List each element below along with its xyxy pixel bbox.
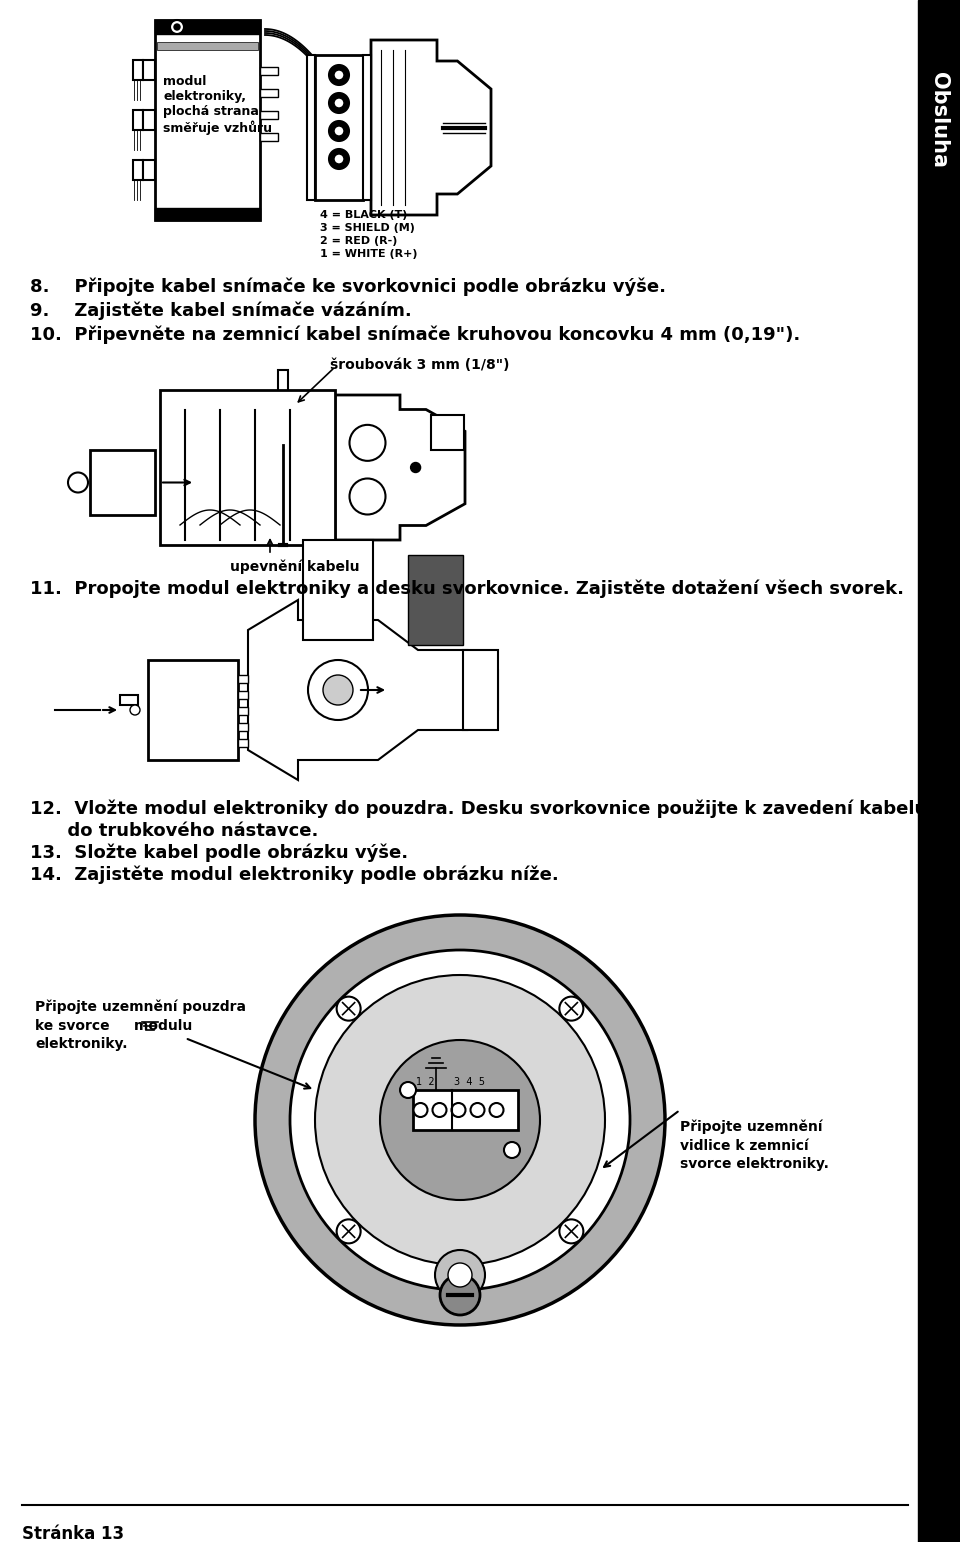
Circle shape [329,150,349,170]
Bar [303,540,373,640]
Circle shape [329,120,349,140]
Text: 9.    Zajistěte kabel snímače vázáním.: 9. Zajistěte kabel snímače vázáním. [30,302,412,321]
Circle shape [400,1082,416,1098]
Circle shape [414,1103,427,1116]
Circle shape [334,99,344,108]
Circle shape [560,1220,584,1243]
Circle shape [337,1220,361,1243]
Bar [260,66,278,76]
Text: 2 = RED (R-): 2 = RED (R-) [320,236,397,247]
Text: 3 = SHIELD (M): 3 = SHIELD (M) [320,224,415,233]
Circle shape [170,20,184,34]
Bar [238,691,248,699]
Bar [160,390,335,544]
Circle shape [290,950,630,1291]
Text: 3  4  5: 3 4 5 [454,1076,486,1087]
Bar [307,56,315,200]
Circle shape [334,126,344,136]
Bar [238,675,248,683]
Circle shape [349,426,386,461]
Circle shape [448,1263,472,1288]
Bar [238,706,248,715]
Circle shape [411,463,420,472]
Bar [260,89,278,97]
Circle shape [334,154,344,163]
Circle shape [329,65,349,85]
Text: modul
elektroniky,
plochá strana
směřuje vzhůru: modul elektroniky, plochá strana směřuje… [163,76,272,134]
Circle shape [451,1103,466,1116]
Bar [238,739,248,746]
Circle shape [440,1275,480,1315]
Text: 8.    Připojte kabel snímače ke svorkovnici podle obrázku výše.: 8. Připojte kabel snímače ke svorkovnici… [30,278,666,296]
Bar [918,0,960,1542]
Circle shape [323,675,353,705]
Text: 14.  Zajistěte modul elektroniky podle obrázku níže.: 14. Zajistěte modul elektroniky podle ob… [30,867,559,885]
Circle shape [308,660,368,720]
Circle shape [174,25,180,29]
Bar [431,415,464,450]
Text: šroubovák 3 mm (1/8"): šroubovák 3 mm (1/8") [330,358,510,372]
Text: 13.  Složte kabel podle obrázku výše.: 13. Složte kabel podle obrázku výše. [30,843,408,862]
Text: 12.  Vložte modul elektroniky do pouzdra. Desku svorkovnice použijte k zavedení : 12. Vložte modul elektroniky do pouzdra.… [30,800,927,819]
Bar [143,160,155,180]
Bar [413,1090,517,1130]
Bar [408,555,463,645]
Circle shape [349,478,386,515]
Polygon shape [248,600,498,780]
Bar [315,56,363,200]
Circle shape [315,975,605,1264]
Text: Stránka 13: Stránka 13 [22,1525,124,1542]
Bar [155,208,260,221]
Polygon shape [463,651,498,729]
Circle shape [380,1039,540,1200]
Text: Připojte uzemnění
vidlice k zemnicí
svorce elektroniky.: Připojte uzemnění vidlice k zemnicí svor… [680,1119,828,1172]
Circle shape [435,1251,485,1300]
Circle shape [130,705,140,715]
Bar [363,56,371,200]
Bar [157,42,258,49]
Bar [133,160,143,180]
Bar [120,695,138,705]
Bar [148,660,238,760]
Bar [133,109,143,130]
Bar [143,60,155,80]
Bar [260,133,278,140]
Text: upevnění kabelu: upevnění kabelu [230,560,359,575]
Circle shape [337,996,361,1021]
Circle shape [255,914,665,1325]
Bar [133,60,143,80]
Bar [238,723,248,731]
Text: Připojte uzemnění pouzdra
ke svorce     modulu
elektroniky.: Připojte uzemnění pouzdra ke svorce modu… [35,1001,246,1052]
Text: 1 = WHITE (R+): 1 = WHITE (R+) [320,248,418,259]
Bar [90,450,155,515]
Circle shape [68,472,88,492]
Text: do trubkového nástavce.: do trubkového nástavce. [30,822,319,840]
Circle shape [560,996,584,1021]
Text: 4 = BLACK (T): 4 = BLACK (T) [320,210,407,221]
Bar [155,20,260,34]
Circle shape [433,1103,446,1116]
Text: 10.  Připevněte na zemnicí kabel snímače kruhovou koncovku 4 mm (0,19").: 10. Připevněte na zemnicí kabel snímače … [30,325,801,344]
Polygon shape [371,40,491,214]
Bar [260,111,278,119]
Circle shape [470,1103,485,1116]
Bar [278,370,288,446]
Circle shape [490,1103,503,1116]
Circle shape [334,69,344,80]
Circle shape [329,93,349,113]
Text: 1  2: 1 2 [417,1076,435,1087]
Bar [155,20,260,221]
Circle shape [504,1143,520,1158]
Text: Obsluha: Obsluha [929,72,949,168]
Bar [143,109,155,130]
Polygon shape [335,395,465,540]
Text: 11.  Propojte modul elektroniky a desku svorkovnice. Zajistěte dotažení všech sv: 11. Propojte modul elektroniky a desku s… [30,580,904,598]
